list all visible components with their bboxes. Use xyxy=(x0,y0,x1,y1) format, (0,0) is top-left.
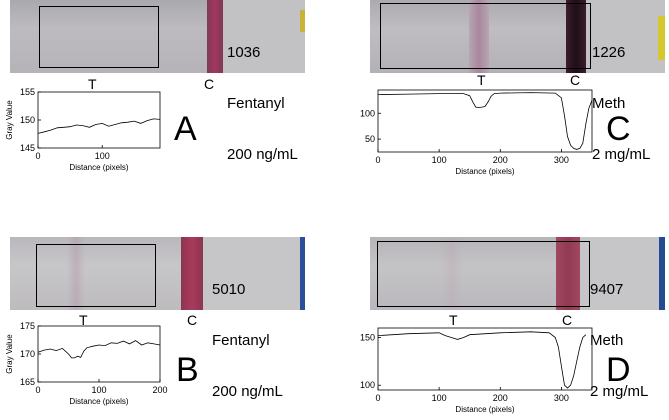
y-tick-label: 170 xyxy=(20,349,35,359)
y-axis-label: Gray Value xyxy=(5,100,14,140)
x-tick-label: 100 xyxy=(91,385,106,395)
sample-id: 5010 xyxy=(212,281,246,298)
concentration: 200 ng/mL xyxy=(227,146,298,163)
drug-name: Fentanyl xyxy=(227,95,285,112)
concentration: 2 mg/mL xyxy=(590,383,649,400)
strip-test-band xyxy=(469,0,489,73)
plot-frame xyxy=(377,89,593,153)
gray-value-plot-c: 0 100 200 300 50 100 Distance (pixels) xyxy=(360,89,593,176)
panel-letter: D xyxy=(606,351,631,389)
sample-label-a: 1036 Fentanyl 200 ng/mL xyxy=(227,10,298,180)
y-tick-label: 150 xyxy=(360,333,375,343)
y-tick-label: 155 xyxy=(20,87,35,97)
roi-box-b xyxy=(36,244,156,307)
roi-box-c xyxy=(380,3,591,69)
plot-frame xyxy=(37,91,161,149)
plot-frame xyxy=(37,325,161,383)
marker-c: C xyxy=(204,76,215,92)
marker-c: C xyxy=(562,312,573,328)
strip-label-area xyxy=(580,237,665,310)
strip-edge-marker xyxy=(659,237,665,310)
strip-faint-test-band xyxy=(67,237,85,310)
roi-box-a xyxy=(39,6,159,68)
strip-edge-marker xyxy=(300,10,305,32)
x-tick-label: 100 xyxy=(432,393,447,403)
y-tick-label: 145 xyxy=(20,143,35,153)
drug-name: Meth xyxy=(592,95,626,112)
strip-control-band xyxy=(207,0,223,73)
x-tick-label: 200 xyxy=(152,385,167,395)
y-tick-label: 175 xyxy=(20,321,35,331)
y-tick-label: 150 xyxy=(20,115,35,125)
panel-letter: A xyxy=(174,110,197,148)
strip-control-band xyxy=(566,0,586,73)
x-tick-label: 200 xyxy=(493,155,508,165)
y-axis-label: Gray Value xyxy=(5,334,14,374)
panel-letter: C xyxy=(606,110,631,148)
marker-t: T xyxy=(477,72,486,88)
y-tick-label: 100 xyxy=(360,380,375,390)
marker-t: T xyxy=(449,312,458,328)
gray-value-series-line xyxy=(37,118,161,134)
marker-t: T xyxy=(88,76,97,92)
strip-label-area xyxy=(203,237,305,310)
x-tick-label: 0 xyxy=(35,151,40,161)
sample-label-c: 1226 Meth 2 mg/mL xyxy=(592,10,650,180)
concentration: 2 mg/mL xyxy=(592,146,651,163)
strip-control-band xyxy=(181,237,203,310)
x-tick-label: 200 xyxy=(493,393,508,403)
x-tick-label: 300 xyxy=(554,155,569,165)
x-tick-label: 300 xyxy=(554,393,569,403)
x-tick-label: 100 xyxy=(432,155,447,165)
y-tick-label: 165 xyxy=(20,377,35,387)
x-tick-label: 0 xyxy=(375,393,380,403)
x-axis-label: Distance (pixels) xyxy=(69,397,128,406)
concentration: 200 ng/mL xyxy=(212,383,283,400)
roi-box-d xyxy=(377,241,590,307)
sample-id: 9407 xyxy=(590,281,624,298)
sample-id: 1036 xyxy=(227,44,261,61)
marker-t: T xyxy=(79,312,88,328)
test-strip-d xyxy=(370,237,665,310)
drug-name: Meth xyxy=(590,332,624,349)
x-axis-label: Distance (pixels) xyxy=(455,405,514,414)
strip-label-area xyxy=(223,0,305,73)
x-axis-label: Distance (pixels) xyxy=(455,167,514,176)
gray-value-plot-a: 0 100 145 150 155 Distance (pixels) Gray Value xyxy=(5,87,161,172)
panel-letter: B xyxy=(176,351,199,389)
strip-faint-test-band xyxy=(442,237,462,310)
gray-value-series-line xyxy=(37,340,161,359)
y-tick-label: 100 xyxy=(360,108,375,118)
marker-c: C xyxy=(570,72,581,88)
y-tick-label: 50 xyxy=(365,134,375,144)
x-axis-label: Distance (pixels) xyxy=(69,163,128,172)
gray-value-series-line xyxy=(377,92,593,150)
sample-label-d: 9407 Meth 2 mg/mL xyxy=(590,247,648,417)
test-strip-a xyxy=(10,0,305,73)
gray-value-plot-b: 0 100 200 165 170 175 Distance (pixels) Gray Va… xyxy=(5,321,168,406)
sample-id: 1226 xyxy=(592,44,626,61)
gray-value-series-line xyxy=(377,331,587,389)
x-tick-label: 0 xyxy=(375,155,380,165)
test-strip-b xyxy=(10,237,305,310)
sample-label-b: 5010 Fentanyl 200 ng/mL xyxy=(212,247,283,417)
strip-control-band xyxy=(556,237,580,310)
strip-edge-marker xyxy=(300,237,305,310)
plot-frame xyxy=(377,327,593,391)
strip-label-area xyxy=(586,0,665,73)
x-tick-label: 100 xyxy=(95,151,110,161)
x-tick-label: 0 xyxy=(35,385,40,395)
strip-edge-marker xyxy=(658,16,665,60)
marker-c: C xyxy=(187,312,198,328)
drug-name: Fentanyl xyxy=(212,332,270,349)
test-strip-c xyxy=(370,0,665,73)
